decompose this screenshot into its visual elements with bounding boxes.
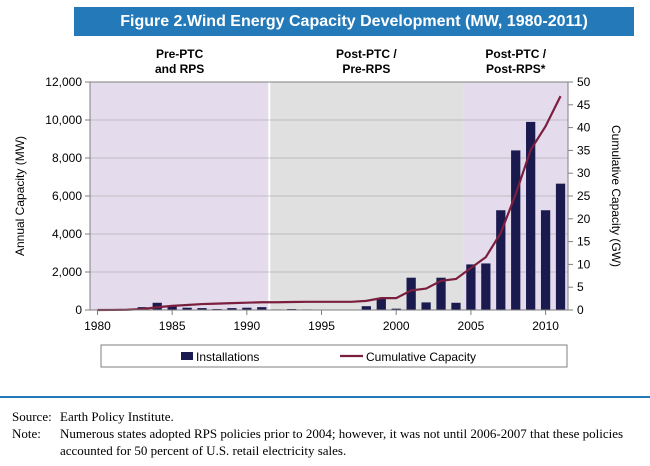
chart-container: 0 2,000 4,000 6,000 8,000 10,000 12,000 0 5 10 15 2… xyxy=(0,40,650,380)
x-tick-label: 2005 xyxy=(458,319,485,333)
x-tick-label: 1990 xyxy=(233,319,260,333)
y2-tick-label: 0 xyxy=(577,303,584,317)
y2-tick-label: 5 xyxy=(577,280,584,294)
legend-swatch-installations xyxy=(181,352,193,360)
line-cumulative-capacity xyxy=(97,95,562,312)
y2-tick-label: 30 xyxy=(577,166,591,180)
bar-installations xyxy=(197,308,207,310)
bar-installations xyxy=(555,183,566,310)
legend-box xyxy=(100,344,568,368)
y2-tick-label: 10 xyxy=(577,257,591,271)
bar-installations xyxy=(257,307,267,310)
x-tick-label: 2000 xyxy=(383,319,410,333)
y2-tick-label: 40 xyxy=(577,121,591,135)
y-tick-label: 6,000 xyxy=(52,189,82,203)
source-label: Source: xyxy=(12,409,52,424)
bar-installations xyxy=(540,210,551,310)
legend-label-installations: Installations xyxy=(196,350,259,364)
y2-tick-label: 45 xyxy=(577,98,591,112)
bar-installations xyxy=(436,277,446,310)
y-tick-label: 10,000 xyxy=(45,113,82,127)
note-label: Note: xyxy=(12,426,41,441)
bar-installations xyxy=(466,264,476,310)
bar-installations xyxy=(182,307,192,310)
bar-installations xyxy=(167,306,177,310)
wind-capacity-chart: 0 2,000 4,000 6,000 8,000 10,000 12,000 0 5 10 15 2… xyxy=(13,47,623,368)
y-tick-label: 12,000 xyxy=(45,75,82,89)
figure-title: Figure 2.Wind Energy Capacity Developmen… xyxy=(74,7,634,36)
footer-rule-top xyxy=(0,396,650,398)
bar-installations xyxy=(451,302,461,310)
bar-installations xyxy=(526,121,536,311)
y2-axis-title: Cumulative Capacity (GW) xyxy=(609,125,623,267)
source-text: Earth Policy Institute. xyxy=(60,409,174,424)
y-tick-label: 2,000 xyxy=(52,265,82,279)
x-tick-label: 2010 xyxy=(532,319,559,333)
bar-installations xyxy=(242,307,252,310)
legend-label-cumulative: Cumulative Capacity xyxy=(366,350,476,364)
source-row: Source: Earth Policy Institute. xyxy=(12,408,642,425)
y2-tick-label: 15 xyxy=(577,235,591,249)
bar-installations xyxy=(496,210,506,310)
period-label: Post-PTC / xyxy=(336,47,397,61)
bar-installations xyxy=(511,150,521,310)
period-label: Post-PTC / xyxy=(485,47,546,61)
y2-tick-label: 50 xyxy=(577,75,591,89)
footer-notes: Source: Earth Policy Institute. Note: Nu… xyxy=(12,408,642,459)
bar-installations xyxy=(376,298,386,310)
period-label: and RPS xyxy=(155,62,204,76)
note-text: Numerous states adopted RPS policies pri… xyxy=(60,426,624,458)
x-tick-label: 1995 xyxy=(308,319,335,333)
y2-tick-label: 25 xyxy=(577,189,591,203)
y-axis-title: Annual Capacity (MW) xyxy=(13,136,27,256)
period-label: Pre-RPS xyxy=(342,62,390,76)
bar-installations xyxy=(406,277,416,310)
y2-tick-label: 20 xyxy=(577,212,591,226)
y-tick-label: 8,000 xyxy=(52,151,82,165)
bar-installations xyxy=(227,308,237,310)
bar-installations xyxy=(391,308,401,310)
x-tick-label: 1980 xyxy=(84,319,111,333)
y-tick-label: 4,000 xyxy=(52,227,82,241)
period-label: Post-RPS* xyxy=(486,62,546,76)
note-row: Note: Numerous states adopted RPS polici… xyxy=(12,425,642,459)
y-tick-label: 0 xyxy=(75,303,82,317)
bar-installations xyxy=(481,263,491,310)
x-tick-label: 1985 xyxy=(159,319,186,333)
bar-installations xyxy=(361,306,371,310)
bar-installations xyxy=(421,302,431,310)
y2-tick-label: 35 xyxy=(577,143,591,157)
period-label: Pre-PTC xyxy=(156,47,204,61)
